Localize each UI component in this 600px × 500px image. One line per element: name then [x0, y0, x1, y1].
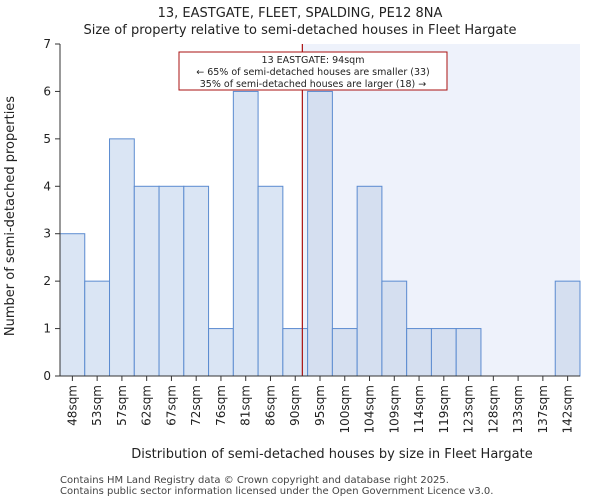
chart-subtitle: Size of property relative to semi-detach… [83, 23, 516, 38]
y-tick-label: 2 [43, 274, 51, 288]
annotation-box [178, 51, 448, 91]
x-tick-label: 76sqm [214, 385, 228, 426]
footer-line-2: Contains public sector information licen… [60, 486, 493, 497]
bar-86sqm [257, 185, 284, 377]
bar-119sqm [430, 328, 457, 377]
x-tick-label: 53sqm [90, 385, 104, 426]
x-tick-label: 48sqm [65, 385, 79, 426]
bar-95sqm [307, 90, 333, 377]
bar-109sqm [381, 280, 408, 377]
bar-90sqm [282, 328, 309, 377]
bar-104sqm [356, 185, 383, 377]
bar-72sqm [183, 185, 210, 377]
x-tick-label: 67sqm [164, 385, 178, 426]
bar-76sqm [208, 328, 234, 377]
bar-142sqm [554, 280, 581, 377]
bar-48sqm [59, 233, 86, 377]
bar-114sqm [406, 328, 432, 377]
bar-62sqm [133, 185, 160, 377]
bar-67sqm [158, 185, 185, 377]
x-tick-label: 72sqm [189, 385, 203, 426]
x-tick-label: 104sqm [363, 385, 377, 433]
y-axis-label: Number of semi-detached properties [3, 96, 18, 336]
x-tick-label: 57sqm [115, 385, 129, 426]
annotation-line-3: 35% of semi-detached houses are larger (… [200, 79, 427, 90]
y-tick-label: 3 [43, 227, 51, 241]
footer-line-1: Contains HM Land Registry data © Crown c… [60, 475, 449, 486]
bar-123sqm [455, 328, 482, 377]
bar-81sqm [232, 90, 259, 377]
bars-group [59, 90, 581, 377]
x-axis: 48sqm 53sqm 57sqm 62sqm 67sqm 72sqm 76sqm 81sqm… [60, 375, 580, 433]
x-tick-label: 100sqm [338, 385, 352, 433]
x-tick-label: 109sqm [387, 385, 401, 433]
x-axis-label: Distribution of semi-detached houses by … [131, 447, 532, 462]
x-tick-label: 133sqm [511, 385, 525, 433]
x-tick-label: 123sqm [462, 385, 476, 433]
bar-53sqm [84, 280, 111, 377]
x-tick-label: 128sqm [486, 385, 500, 433]
x-tick-label: 86sqm [263, 385, 277, 426]
y-tick-label: 7 [43, 37, 51, 51]
y-axis: 0 1 2 3 4 5 6 7 [43, 37, 61, 383]
y-tick-label: 0 [43, 369, 51, 383]
x-tick-label: 62sqm [140, 385, 154, 426]
x-tick-label: 142sqm [561, 385, 575, 433]
x-tick-label: 81sqm [239, 385, 253, 426]
x-tick-label: 137sqm [536, 385, 550, 433]
y-tick-label: 5 [43, 132, 51, 146]
x-tick-label: 90sqm [288, 385, 302, 426]
bar-57sqm [109, 138, 135, 377]
x-tick-label: 95sqm [313, 385, 327, 426]
y-tick-label: 6 [43, 84, 51, 98]
x-tick-label: 119sqm [437, 385, 451, 433]
chart-title: 13, EASTGATE, FLEET, SPALDING, PE12 8NA [158, 6, 443, 21]
x-tick-label: 114sqm [412, 385, 426, 433]
annotation-line-2: ← 65% of semi-detached houses are smalle… [196, 67, 430, 78]
larger-properties-region [302, 44, 580, 376]
bar-100sqm [331, 328, 358, 377]
y-tick-label: 4 [43, 179, 51, 193]
annotation-line-1: 13 EASTGATE: 94sqm [262, 55, 365, 66]
y-tick-label: 1 [43, 322, 51, 336]
